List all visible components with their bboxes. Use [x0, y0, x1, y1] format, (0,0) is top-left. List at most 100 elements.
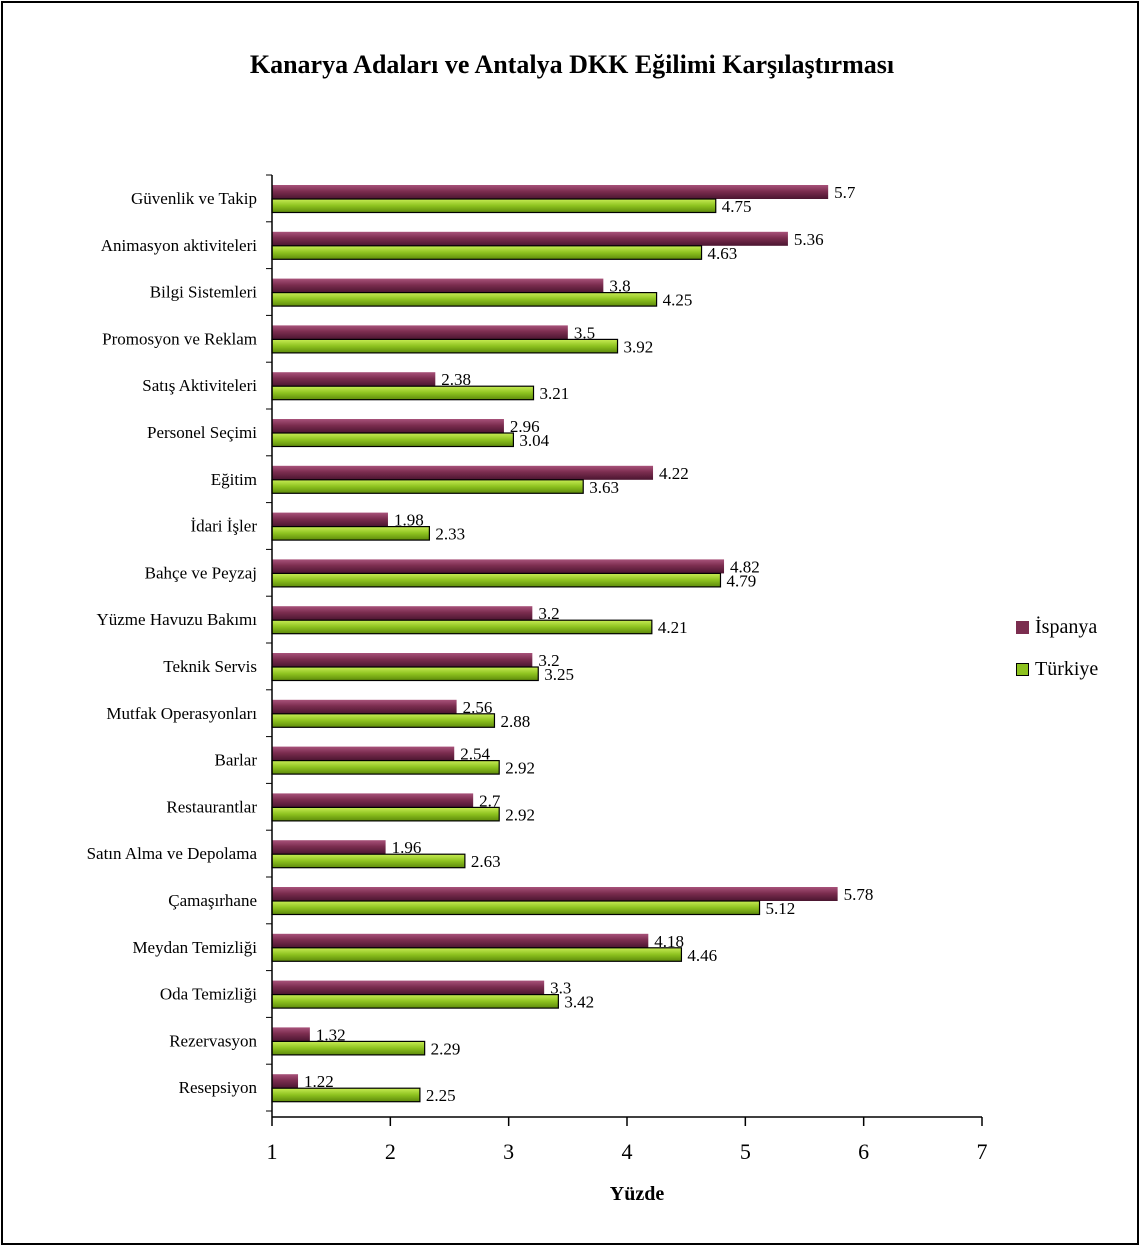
category-label: Rezervasyon: [169, 1031, 257, 1050]
data-label: 2.56: [463, 698, 493, 717]
category-label: Restaurantlar: [166, 797, 257, 816]
data-label: 4.63: [708, 244, 738, 263]
data-label: 4.46: [687, 946, 717, 965]
legend-label: İspanya: [1035, 615, 1098, 638]
x-tick-label: 2: [385, 1139, 396, 1164]
data-label: 2.25: [426, 1086, 456, 1105]
bar-turkey: [271, 900, 761, 916]
data-label: 4.25: [663, 291, 693, 310]
bar-turkey: [271, 666, 539, 682]
x-tick-label: 6: [858, 1139, 869, 1164]
bar-spain: [272, 559, 725, 574]
bar-turkey: [271, 479, 584, 494]
bar-turkey: [271, 198, 717, 214]
data-label: 2.96: [510, 417, 540, 436]
bar-spain: [272, 606, 533, 621]
bar-spain: [272, 325, 568, 340]
category-label: Bahçe ve Peyzaj: [145, 563, 257, 582]
bar-turkey: [271, 713, 496, 728]
category-label: Promosyon ve Reklam: [102, 329, 257, 348]
x-tick-label: 1: [267, 1139, 278, 1164]
legend-label: Türkiye: [1035, 657, 1099, 680]
bar-turkey: [271, 993, 559, 1009]
x-tick-label: 7: [977, 1139, 988, 1164]
bar-spain: [272, 980, 545, 995]
bar-spain: [272, 278, 604, 293]
data-label: 3.42: [564, 993, 594, 1012]
data-label: 4.75: [722, 197, 752, 216]
bar-spain: [272, 933, 649, 948]
legend-swatch-spain: [1016, 620, 1029, 634]
bars-layer: Güvenlik ve Takip 5.7 4.75 Animasyon aktivi…: [87, 183, 874, 1105]
data-label: 1.98: [394, 511, 424, 530]
bar-turkey: [271, 1040, 426, 1056]
data-label: 4.18: [654, 932, 684, 951]
legend-swatch-turkey: [1016, 662, 1029, 676]
bar-turkey: [271, 619, 653, 635]
data-label: 3.3: [550, 979, 571, 998]
bar-spain: [272, 372, 436, 387]
bar-turkey: [271, 432, 514, 448]
legend: İspanya Türkiye: [1016, 612, 1098, 696]
category-label: Barlar: [215, 751, 258, 770]
bar-turkey: [271, 245, 703, 260]
bar-spain: [272, 512, 388, 527]
data-label: 2.63: [471, 852, 501, 871]
category-label: Güvenlik ve Takip: [131, 189, 257, 208]
data-label: 3.21: [540, 384, 570, 403]
x-axis: 1 2 3 4 5 6 7: [266, 174, 988, 1164]
category-label: Teknik Servis: [163, 657, 257, 676]
category-label: Animasyon aktiviteleri: [101, 236, 258, 255]
category-label: Yüzme Havuzu Bakımı: [96, 610, 257, 629]
data-label: 2.88: [500, 712, 530, 731]
data-label: 5.7: [834, 183, 856, 202]
category-label: Bilgi Sistemleri: [150, 283, 257, 302]
bar-spain: [272, 699, 457, 714]
data-label: 5.12: [766, 899, 796, 918]
data-label: 1.22: [304, 1072, 334, 1091]
x-tick-label: 4: [622, 1139, 633, 1164]
bar-turkey: [271, 385, 535, 401]
data-label: 2.54: [460, 745, 490, 764]
data-label: 3.2: [538, 604, 559, 623]
bar-spain: [272, 231, 788, 246]
category-label: Satın Alma ve Depolama: [87, 844, 258, 863]
category-label: Satış Aktiviteleri: [142, 376, 257, 395]
bar-spain: [272, 840, 386, 855]
category-label: Personel Seçimi: [147, 423, 257, 442]
bar-turkey: [271, 853, 466, 869]
bar-spain: [272, 1074, 299, 1089]
bar-spain: [272, 746, 455, 761]
data-label: 2.38: [441, 370, 471, 389]
bar-turkey: [271, 806, 500, 822]
data-label: 3.04: [519, 431, 549, 450]
data-label: 3.5: [574, 323, 595, 342]
chart-title: Kanarya Adaları ve Antalya DKK Eğilimi K…: [249, 50, 895, 79]
bar-turkey: [271, 759, 500, 775]
bar-turkey: [271, 525, 430, 541]
bar-spain: [272, 1027, 310, 1042]
category-label: Oda Temizliği: [160, 985, 257, 1004]
data-label: 3.63: [589, 478, 619, 497]
bar-turkey: [271, 947, 683, 962]
data-label: 2.29: [431, 1039, 461, 1058]
data-label: 3.92: [624, 337, 654, 356]
category-label: Çamaşırhane: [168, 891, 257, 910]
data-label: 1.32: [316, 1025, 346, 1044]
bar-spain: [272, 185, 829, 199]
bar-turkey: [271, 1087, 421, 1103]
data-label: 1.96: [392, 838, 422, 857]
data-label: 5.36: [794, 230, 824, 249]
data-label: 5.78: [844, 885, 874, 904]
legend-item-spain: İspanya: [1016, 612, 1098, 642]
data-label: 3.8: [609, 277, 630, 296]
category-label: Resepsiyon: [179, 1078, 258, 1097]
data-label: 4.79: [726, 571, 756, 590]
data-label: 4.22: [659, 464, 689, 483]
bar-spain: [272, 465, 654, 480]
bar-spain: [272, 887, 838, 901]
data-label: 2.7: [479, 791, 501, 810]
category-label: Meydan Temizliği: [132, 938, 257, 957]
